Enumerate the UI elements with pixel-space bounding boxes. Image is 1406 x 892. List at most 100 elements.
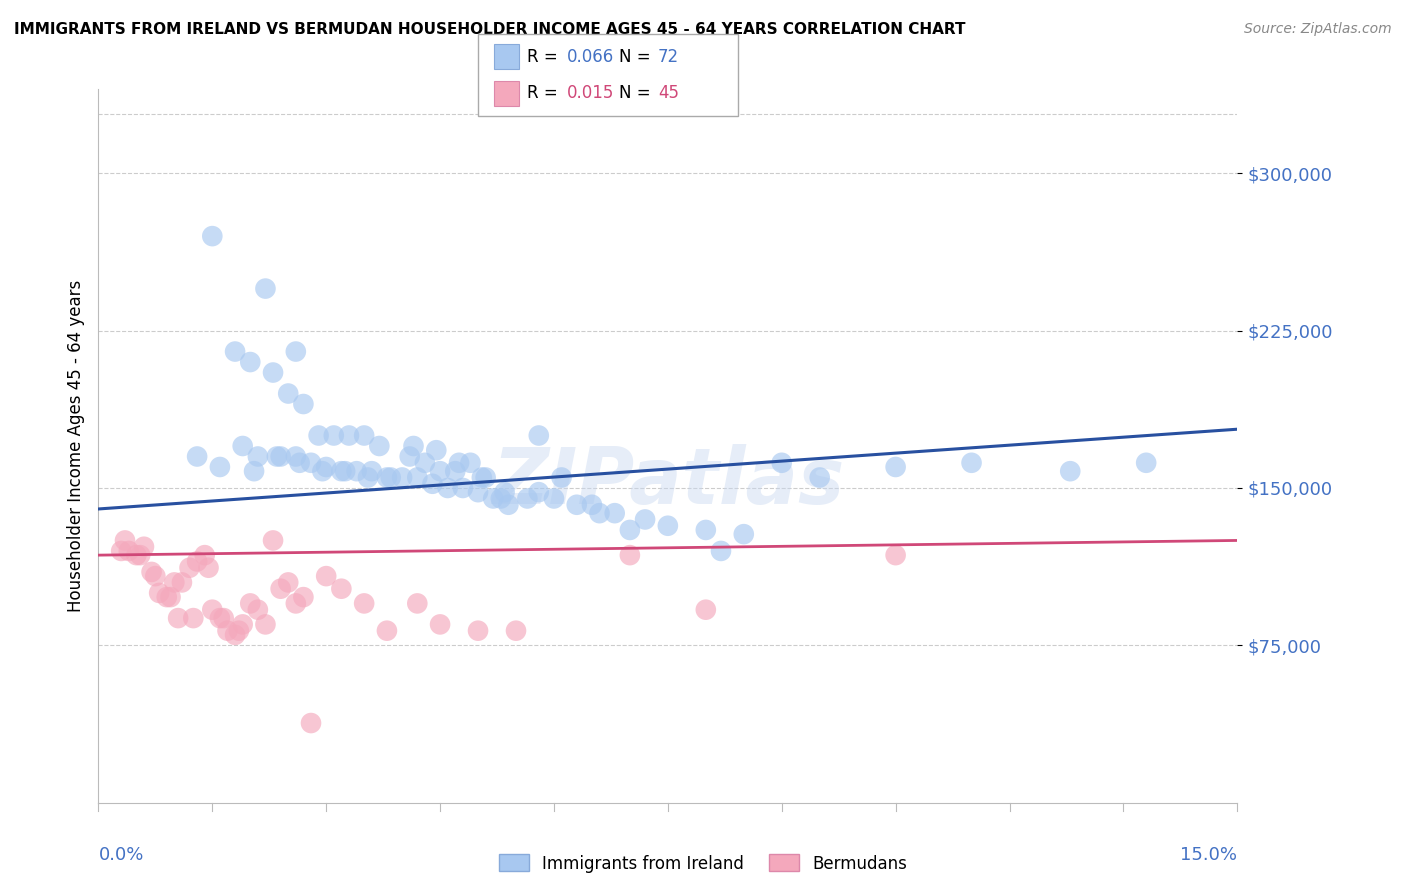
Point bbox=[299, 716, 322, 731]
Point bbox=[471, 470, 494, 484]
Point bbox=[277, 575, 299, 590]
Point bbox=[156, 590, 179, 604]
Point bbox=[588, 506, 610, 520]
Point bbox=[315, 569, 337, 583]
Point bbox=[208, 611, 231, 625]
Point bbox=[1135, 456, 1157, 470]
Point bbox=[232, 617, 254, 632]
Point bbox=[808, 470, 831, 484]
Point bbox=[337, 428, 360, 442]
Point bbox=[292, 590, 315, 604]
Text: ZIPatlas: ZIPatlas bbox=[492, 443, 844, 520]
Point bbox=[179, 560, 201, 574]
Point bbox=[436, 481, 458, 495]
Point bbox=[262, 533, 284, 548]
Point bbox=[322, 428, 344, 442]
Point bbox=[360, 464, 382, 478]
Point bbox=[254, 282, 277, 296]
Point bbox=[710, 544, 733, 558]
Point bbox=[353, 428, 375, 442]
Point bbox=[228, 624, 250, 638]
Point bbox=[527, 485, 550, 500]
Text: 0.0%: 0.0% bbox=[98, 846, 143, 863]
Text: N =: N = bbox=[619, 84, 655, 103]
Point bbox=[232, 439, 254, 453]
Point bbox=[201, 229, 224, 244]
Point bbox=[960, 456, 983, 470]
Point bbox=[141, 565, 163, 579]
Text: 0.015: 0.015 bbox=[567, 84, 614, 103]
Point bbox=[118, 544, 141, 558]
Point bbox=[308, 428, 330, 442]
Text: R =: R = bbox=[527, 47, 564, 66]
Point bbox=[284, 450, 307, 464]
Point bbox=[460, 456, 482, 470]
Point bbox=[145, 569, 167, 583]
Point bbox=[543, 491, 565, 506]
Point bbox=[186, 450, 208, 464]
Point bbox=[467, 624, 489, 638]
Point bbox=[380, 470, 402, 484]
Point bbox=[398, 450, 420, 464]
Text: 0.066: 0.066 bbox=[567, 47, 614, 66]
Legend: Immigrants from Ireland, Bermudans: Immigrants from Ireland, Bermudans bbox=[492, 847, 914, 880]
Point bbox=[444, 464, 467, 478]
Point bbox=[246, 603, 269, 617]
Point bbox=[422, 476, 444, 491]
Point bbox=[129, 548, 152, 562]
Point bbox=[148, 586, 170, 600]
Point bbox=[884, 460, 907, 475]
Point bbox=[208, 460, 231, 475]
Point bbox=[375, 624, 398, 638]
Point bbox=[425, 443, 447, 458]
Point bbox=[170, 575, 193, 590]
Point bbox=[603, 506, 626, 520]
Point bbox=[277, 386, 299, 401]
Text: 45: 45 bbox=[658, 84, 679, 103]
Point bbox=[224, 628, 246, 642]
Point bbox=[482, 491, 505, 506]
Text: N =: N = bbox=[619, 47, 655, 66]
Point bbox=[733, 527, 755, 541]
Point bbox=[581, 498, 603, 512]
Point bbox=[167, 611, 190, 625]
Point bbox=[335, 464, 357, 478]
Point bbox=[429, 464, 451, 478]
Point bbox=[353, 596, 375, 610]
Point bbox=[634, 512, 657, 526]
Point bbox=[357, 470, 380, 484]
Point bbox=[494, 485, 516, 500]
Point bbox=[565, 498, 588, 512]
Point bbox=[270, 582, 292, 596]
Point bbox=[224, 344, 246, 359]
Point bbox=[239, 355, 262, 369]
Point bbox=[201, 603, 224, 617]
Point bbox=[262, 366, 284, 380]
Point bbox=[284, 596, 307, 610]
Text: 15.0%: 15.0% bbox=[1180, 846, 1237, 863]
Point bbox=[474, 470, 496, 484]
Point bbox=[125, 548, 148, 562]
Point bbox=[346, 464, 368, 478]
Point bbox=[246, 450, 269, 464]
Point bbox=[550, 470, 572, 484]
Point bbox=[391, 470, 413, 484]
Point bbox=[114, 533, 136, 548]
Point bbox=[330, 582, 353, 596]
Point bbox=[619, 523, 641, 537]
Point bbox=[243, 464, 266, 478]
Point bbox=[163, 575, 186, 590]
Point bbox=[217, 624, 239, 638]
Point bbox=[299, 456, 322, 470]
Point bbox=[284, 344, 307, 359]
Point bbox=[194, 548, 217, 562]
Text: Source: ZipAtlas.com: Source: ZipAtlas.com bbox=[1244, 22, 1392, 37]
Point bbox=[489, 491, 512, 506]
Point bbox=[429, 617, 451, 632]
Point bbox=[368, 439, 391, 453]
Point bbox=[266, 450, 288, 464]
Point bbox=[197, 560, 219, 574]
Text: 72: 72 bbox=[658, 47, 679, 66]
Point bbox=[375, 470, 398, 484]
Point bbox=[212, 611, 235, 625]
